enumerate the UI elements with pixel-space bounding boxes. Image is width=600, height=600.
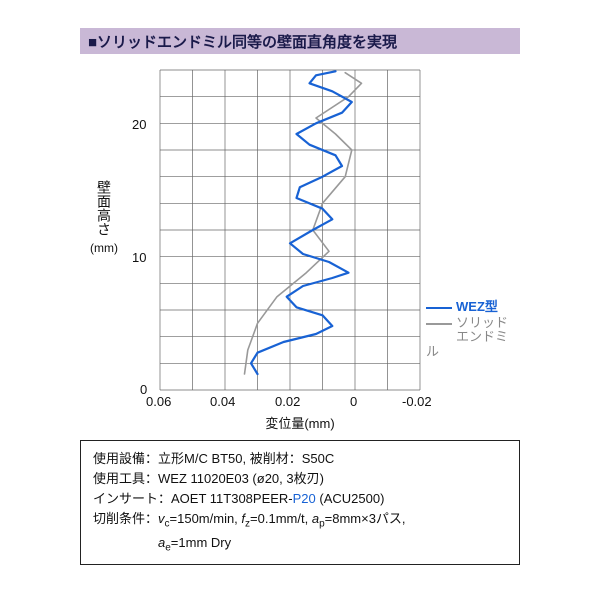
legend-solid: ソリッド エンドミル	[426, 316, 510, 359]
info-insert: インサート：AOET 11T308PEER-P20 (ACU2500)	[93, 489, 507, 509]
legend-wez: WEZ型	[426, 296, 498, 315]
y-tick-10: 10	[132, 250, 146, 265]
x-tick-002: 0.02	[275, 394, 300, 409]
y-axis-label: 壁面高さ (mm)	[90, 180, 118, 256]
x-tick-neg: -0.02	[402, 394, 432, 409]
x-tick-004: 0.04	[210, 394, 235, 409]
info-conditions-2: ae=1mm Dry	[93, 533, 507, 556]
x-tick-0: 0	[350, 394, 357, 409]
legend-wez-line	[426, 307, 452, 309]
x-axis-label: 変位量(mm)	[90, 413, 510, 432]
y-tick-20: 20	[132, 117, 146, 132]
section-header: ■ソリッドエンドミル同等の壁面直角度を実現	[80, 28, 520, 54]
info-tool: 使用工具：WEZ 11020E03 (ø20, 3枚刃)	[93, 469, 507, 489]
x-tick-006: 0.06	[146, 394, 171, 409]
info-equipment: 使用設備：立形M/C BT50, 被削材：S50C	[93, 449, 507, 469]
parameters-box: 使用設備：立形M/C BT50, 被削材：S50C 使用工具：WEZ 11020…	[80, 440, 520, 565]
legend-solid-line	[426, 323, 452, 325]
chart-container: 壁面高さ (mm) 0 10 20 0.06 0.04 0.02 0 -0.02…	[90, 60, 510, 430]
info-conditions-1: 切削条件：vc=150m/min, fz=0.1mm/t, ap=8mm×3パス…	[93, 509, 507, 532]
